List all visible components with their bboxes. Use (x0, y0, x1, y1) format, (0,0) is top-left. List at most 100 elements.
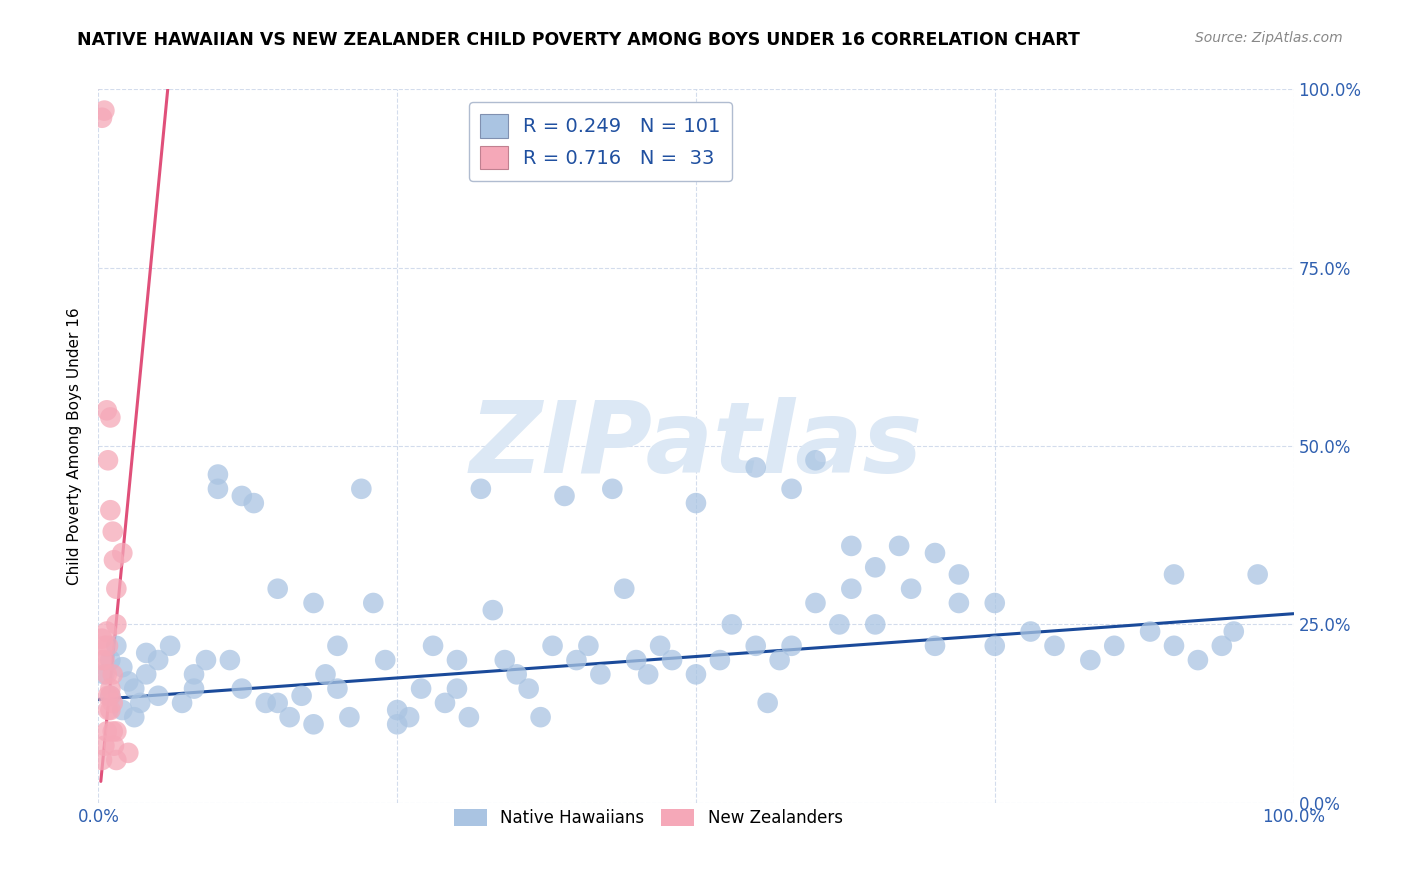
Point (148, 653, 170, 667)
Point (434, 696, 457, 710)
Point (129, 696, 152, 710)
Point (159, 639, 181, 653)
Point (93, 739, 115, 753)
Point (105, 617, 128, 632)
Point (207, 482, 229, 496)
Point (111, 660, 134, 674)
Point (841, 582, 863, 596)
Point (91, 632, 114, 646)
Point (302, 596, 325, 610)
Point (900, 582, 922, 596)
Point (756, 696, 779, 710)
Point (98, 653, 122, 667)
Point (494, 653, 516, 667)
Point (385, 703, 409, 717)
Point (96, 667, 118, 681)
Point (243, 496, 266, 510)
Point (889, 539, 911, 553)
Point (183, 667, 205, 681)
Point (948, 567, 970, 582)
Point (93, 667, 115, 681)
Point (124, 681, 146, 696)
Point (828, 617, 851, 632)
Point (1223, 624, 1246, 639)
Point (91, 111, 114, 125)
Point (398, 710, 420, 724)
Point (446, 653, 468, 667)
Point (101, 667, 124, 681)
Point (422, 639, 444, 653)
Point (97, 453, 120, 467)
Point (446, 681, 468, 696)
Point (626, 653, 648, 667)
Point (804, 596, 827, 610)
Point (1139, 624, 1161, 639)
Point (98, 703, 122, 717)
Point (97, 689, 120, 703)
Point (1043, 639, 1066, 653)
Point (103, 553, 125, 567)
Point (98, 689, 122, 703)
Point (470, 482, 492, 496)
Point (458, 710, 481, 724)
Point (1187, 653, 1209, 667)
Point (101, 724, 124, 739)
Point (93, 653, 115, 667)
Point (105, 582, 128, 596)
Point (411, 681, 433, 696)
Point (96, 624, 118, 639)
Point (172, 696, 194, 710)
Point (207, 467, 229, 482)
Point (101, 524, 124, 539)
Point (841, 539, 863, 553)
Point (984, 596, 1007, 610)
Point (613, 582, 636, 596)
Point (1163, 567, 1185, 582)
Point (339, 710, 361, 724)
Point (135, 667, 157, 681)
Point (517, 681, 540, 696)
Point (93, 639, 115, 653)
Point (231, 681, 253, 696)
Point (111, 703, 134, 717)
Point (1163, 639, 1185, 653)
Point (385, 717, 409, 731)
Text: Source: ZipAtlas.com: Source: ZipAtlas.com (1195, 31, 1343, 45)
Point (530, 710, 553, 724)
Point (1247, 567, 1270, 582)
Point (103, 739, 125, 753)
Point (924, 639, 946, 653)
Point (374, 653, 396, 667)
Point (1211, 639, 1233, 653)
Point (267, 582, 290, 596)
Point (1019, 624, 1042, 639)
Point (219, 653, 242, 667)
Point (565, 653, 588, 667)
Point (481, 603, 505, 617)
Point (267, 696, 290, 710)
Point (135, 646, 157, 660)
Point (302, 717, 325, 731)
Y-axis label: Child Poverty Among Boys Under 16: Child Poverty Among Boys Under 16 (67, 307, 83, 585)
Point (637, 667, 659, 681)
Point (111, 546, 134, 560)
Point (554, 489, 576, 503)
Point (648, 639, 672, 653)
Point (91, 653, 114, 667)
Point (183, 681, 205, 696)
Point (745, 460, 768, 475)
Point (709, 653, 731, 667)
Point (148, 689, 170, 703)
Point (98, 681, 122, 696)
Text: ZIPatlas: ZIPatlas (470, 398, 922, 494)
Point (804, 453, 827, 467)
Point (685, 667, 707, 681)
Point (326, 639, 349, 653)
Point (541, 639, 564, 653)
Point (105, 753, 128, 767)
Point (231, 489, 253, 503)
Text: NATIVE HAWAIIAN VS NEW ZEALANDER CHILD POVERTY AMONG BOYS UNDER 16 CORRELATION C: NATIVE HAWAIIAN VS NEW ZEALANDER CHILD P… (77, 31, 1080, 49)
Point (721, 617, 744, 632)
Point (865, 617, 887, 632)
Point (1080, 653, 1102, 667)
